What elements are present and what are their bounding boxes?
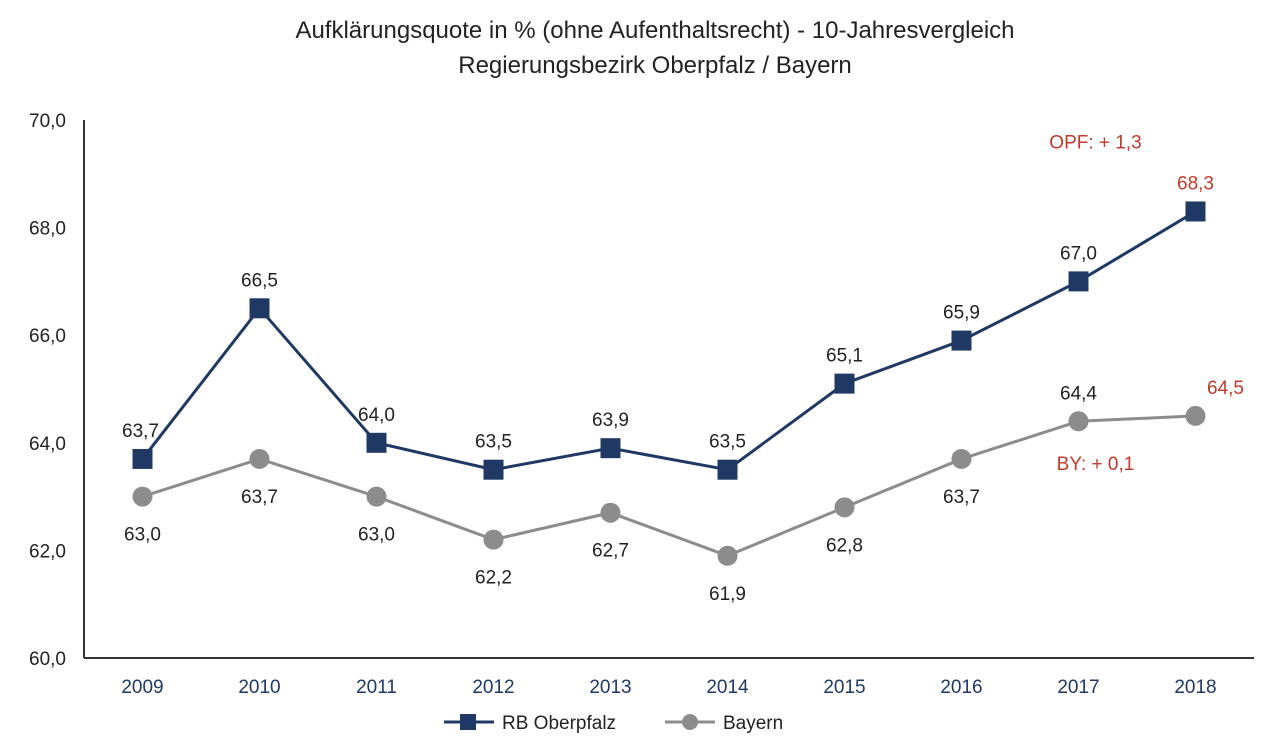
- data-point-rb-oberpfalz: [249, 298, 270, 319]
- x-tick-label: 2012: [472, 677, 514, 698]
- data-label: 63,5: [475, 432, 512, 453]
- y-tick-label: 60,0: [29, 649, 66, 670]
- legend-marker-circle: [682, 714, 698, 730]
- data-label: 62,7: [592, 541, 629, 562]
- data-point-bayern: [951, 448, 972, 469]
- data-label: 66,5: [241, 270, 278, 291]
- x-tick-label: 2016: [940, 677, 982, 698]
- data-point-rb-oberpfalz: [717, 459, 738, 480]
- data-label: 62,2: [475, 568, 512, 589]
- series-line-rb-oberpfalz: [141, 210, 1197, 472]
- data-label: 62,8: [826, 535, 863, 556]
- y-tick-label: 66,0: [29, 326, 66, 347]
- data-point-rb-oberpfalz: [951, 330, 972, 351]
- legend: RB Oberpfalz Bayern: [444, 713, 783, 734]
- data-point-bayern: [717, 545, 738, 566]
- y-tick-labels: 60,0 62,0 64,0 66,0 68,0 70,0: [29, 111, 66, 670]
- data-label: 65,1: [826, 346, 863, 367]
- data-point-bayern: [483, 529, 504, 550]
- data-point-bayern: [249, 448, 270, 469]
- data-label: 63,7: [943, 487, 980, 508]
- data-point-rb-oberpfalz: [132, 448, 153, 469]
- series-layer: [132, 201, 1206, 566]
- data-point-bayern: [1068, 411, 1089, 432]
- x-tick-label: 2014: [706, 677, 749, 698]
- chart-title: Aufklärungsquote in % (ohne Aufenthaltsr…: [295, 17, 1014, 44]
- x-tick-label: 2009: [121, 677, 163, 698]
- y-tick-label: 70,0: [29, 111, 66, 132]
- data-labels: 63,7 66,5 64,0 63,5 63,9 63,5 65,1 65,9 67,0 68,3…: [122, 132, 1244, 604]
- data-label: 63,0: [124, 525, 161, 546]
- data-label: 68,3: [1177, 173, 1214, 194]
- data-label: 63,9: [592, 410, 629, 431]
- data-label: 63,7: [241, 487, 278, 508]
- chart-subtitle: Regierungsbezirk Oberpfalz / Bayern: [458, 52, 852, 79]
- data-point-rb-oberpfalz: [834, 373, 855, 394]
- x-tick-label: 2015: [823, 677, 865, 698]
- data-point-rb-oberpfalz: [1068, 271, 1089, 292]
- data-label: 63,7: [122, 421, 159, 442]
- x-tick-labels: 2009 2010 2011 2012 2013 2014 2015 2016 2017 2018: [121, 677, 1216, 698]
- legend-marker-square: [460, 714, 476, 730]
- legend-label-bayern: Bayern: [723, 713, 783, 734]
- data-label: 63,0: [358, 525, 395, 546]
- data-point-bayern: [1185, 405, 1206, 426]
- data-point-bayern: [600, 502, 621, 523]
- change-annotation: BY: + 0,1: [1057, 454, 1135, 475]
- data-point-rb-oberpfalz: [483, 459, 504, 480]
- series-line-bayern: [142, 414, 1196, 558]
- x-tick-label: 2018: [1174, 677, 1216, 698]
- data-point-rb-oberpfalz: [600, 438, 621, 459]
- y-tick-label: 68,0: [29, 219, 66, 240]
- y-tick-label: 62,0: [29, 541, 66, 562]
- data-point-rb-oberpfalz: [1185, 201, 1206, 222]
- change-annotation: OPF: + 1,3: [1049, 132, 1141, 153]
- data-point-rb-oberpfalz: [366, 432, 387, 453]
- x-tick-label: 2013: [589, 677, 631, 698]
- x-tick-label: 2010: [238, 677, 280, 698]
- data-label: 65,9: [943, 303, 980, 324]
- data-label: 64,0: [358, 405, 395, 426]
- x-tick-label: 2017: [1057, 677, 1099, 698]
- data-label: 63,5: [709, 432, 746, 453]
- data-label: 67,0: [1060, 243, 1097, 264]
- data-point-bayern: [132, 486, 153, 507]
- data-label: 64,5: [1207, 378, 1244, 399]
- data-label: 64,4: [1060, 383, 1097, 404]
- data-label: 61,9: [709, 584, 746, 605]
- data-point-bayern: [366, 486, 387, 507]
- data-point-bayern: [834, 497, 855, 518]
- x-tick-label: 2011: [356, 677, 397, 698]
- legend-label-rb-oberpfalz: RB Oberpfalz: [502, 713, 616, 734]
- y-tick-label: 64,0: [29, 434, 66, 455]
